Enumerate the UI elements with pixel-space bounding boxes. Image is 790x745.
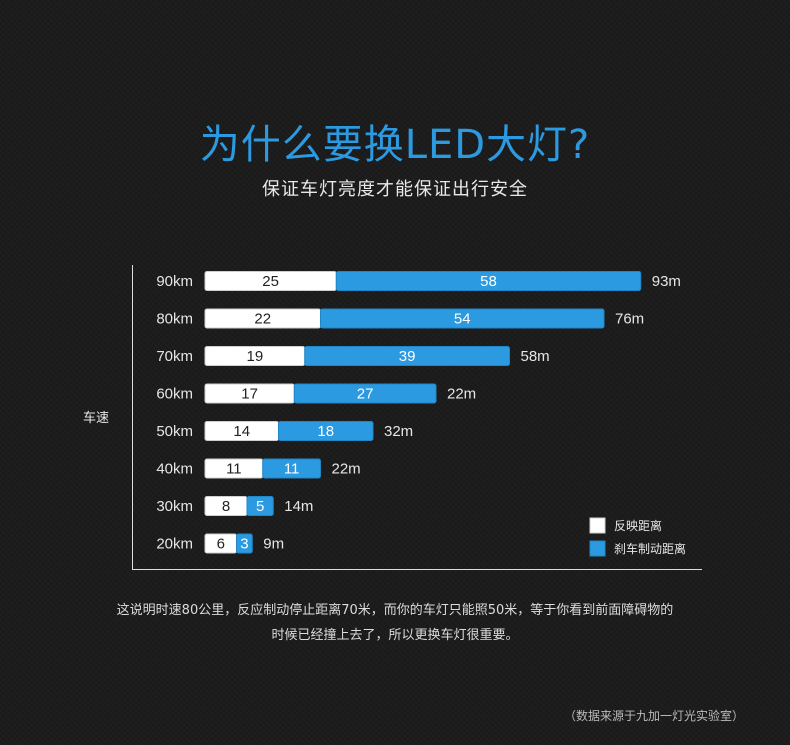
total-distance-label: 76m xyxy=(615,311,644,328)
braking-value-label: 11 xyxy=(284,461,300,478)
braking-distance-bar xyxy=(320,308,605,329)
reaction-value-label: 19 xyxy=(247,348,264,365)
braking-value-label: 54 xyxy=(454,311,471,328)
category-label: 30km xyxy=(156,498,193,515)
category-label: 50km xyxy=(156,423,193,440)
reaction-value-label: 6 xyxy=(217,536,225,553)
explanation-note: 这说明时速80公里，反应制动停止距离70米，而你的车灯只能照50米，等于你看到前… xyxy=(0,598,790,648)
braking-distance-bar xyxy=(278,421,374,441)
braking-value-label: 5 xyxy=(256,498,264,515)
total-distance-label: 9m xyxy=(263,536,284,553)
category-label: 70km xyxy=(156,348,193,365)
page-title: 为什么要换LED大灯? xyxy=(199,122,591,168)
braking-distance-bar xyxy=(304,346,510,366)
category-label: 80km xyxy=(156,311,193,328)
page-subtitle: 保证车灯亮度才能保证出行安全 xyxy=(262,179,528,200)
legend-swatch xyxy=(589,540,606,557)
braking-value-label: 3 xyxy=(240,536,248,553)
braking-distance-bar xyxy=(236,533,253,554)
legend-label: 反映距离 xyxy=(614,518,662,533)
reaction-value-label: 8 xyxy=(222,498,230,515)
legend-swatch xyxy=(589,517,606,534)
category-label: 40km xyxy=(156,461,193,478)
note-line-2: 时候已经撞上去了，所以更换车灯很重要。 xyxy=(271,628,519,643)
reaction-value-label: 25 xyxy=(262,273,279,290)
braking-value-label: 39 xyxy=(399,348,416,365)
reaction-value-label: 14 xyxy=(233,423,250,440)
total-distance-label: 93m xyxy=(652,273,681,290)
total-distance-label: 22m xyxy=(332,461,361,478)
category-label: 20km xyxy=(156,536,193,553)
braking-value-label: 58 xyxy=(480,273,497,290)
total-distance-label: 14m xyxy=(284,498,313,515)
braking-distance-bar xyxy=(293,383,437,404)
braking-distance-bar xyxy=(262,458,321,479)
category-label: 90km xyxy=(156,273,193,290)
y-axis-label: 车速 xyxy=(83,410,109,425)
braking-distance-bar xyxy=(246,496,274,516)
reaction-value-label: 22 xyxy=(254,311,271,328)
total-distance-label: 58m xyxy=(521,348,550,365)
reaction-value-label: 11 xyxy=(226,461,242,478)
braking-value-label: 18 xyxy=(317,423,334,440)
braking-value-label: 27 xyxy=(357,386,374,403)
total-distance-label: 22m xyxy=(447,386,476,403)
note-line-1: 这说明时速80公里，反应制动停止距离70米，而你的车灯只能照50米，等于你看到前… xyxy=(116,603,674,618)
total-distance-label: 32m xyxy=(384,423,413,440)
braking-distance-bar xyxy=(335,271,642,291)
reaction-value-label: 17 xyxy=(241,386,258,403)
legend-label: 刹车制动距离 xyxy=(614,541,686,556)
data-source: （数据来源于九加一灯光实验室） xyxy=(563,709,744,723)
category-label: 60km xyxy=(156,386,193,403)
